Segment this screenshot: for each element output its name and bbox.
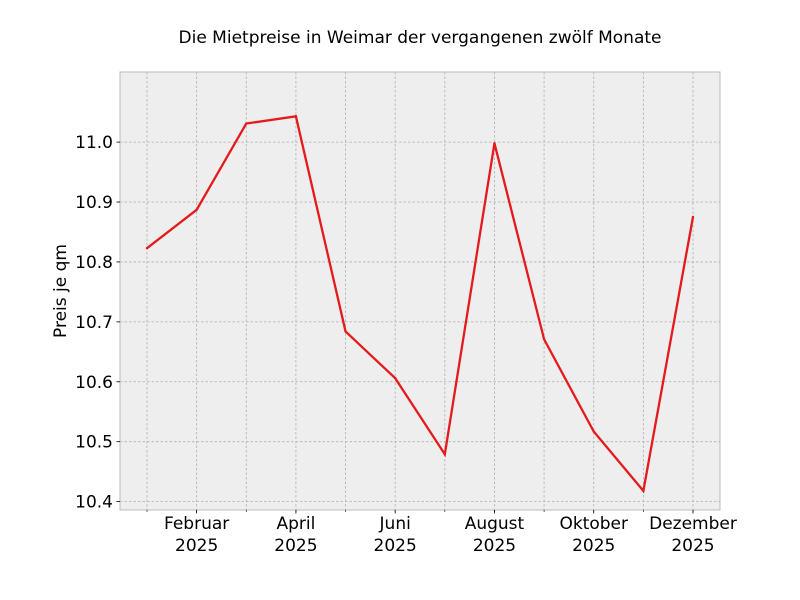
y-tick-label: 10.6: [75, 373, 113, 393]
x-tick-label-year: 2025: [374, 536, 417, 556]
grid: [120, 72, 720, 510]
data-point: [493, 142, 496, 145]
y-tick-label: 10.8: [75, 253, 113, 273]
series-line: [146, 115, 695, 494]
x-tick-label-month: Juni: [379, 514, 411, 534]
x-tick-label-month: April: [276, 514, 315, 534]
x-tick-label-month: Februar: [164, 514, 229, 534]
x-tick-label-year: 2025: [572, 536, 615, 556]
series-layer: [145, 115, 695, 494]
x-tick-label-year: 2025: [175, 536, 218, 556]
x-tick-label-year: 2025: [671, 536, 714, 556]
data-point: [294, 115, 298, 118]
x-tick-label-year: 2025: [473, 536, 516, 556]
data-point: [195, 208, 198, 212]
y-tick-labels: 10.4 10.5 10.6 10.7 10.8 10.9 11.0: [75, 133, 113, 513]
y-tick-label: 10.4: [75, 493, 113, 513]
data-point: [642, 489, 645, 493]
data-point: [691, 215, 695, 219]
y-tick-label: 10.5: [75, 433, 113, 453]
x-tick-label-month: Oktober: [559, 514, 628, 534]
y-tick-label: 10.9: [75, 193, 113, 213]
x-tick-labels: Februar2025April2025Juni2025August2025Ok…: [164, 514, 737, 556]
y-axis-label: Preis je qm: [51, 244, 71, 338]
x-tick-label-month: Dezember: [649, 514, 737, 534]
data-point: [443, 453, 447, 456]
data-point: [145, 246, 149, 250]
y-tick-label: 11.0: [75, 133, 113, 153]
y-tick-label: 10.7: [75, 313, 113, 333]
data-point: [592, 430, 595, 433]
tick-marks: [116, 141, 694, 514]
data-point: [542, 338, 546, 341]
plot-area: [119, 71, 721, 511]
x-tick-label-month: August: [465, 514, 525, 534]
data-point: [344, 330, 347, 333]
chart-title: Die Mietpreise in Weimar der vergangenen…: [179, 28, 662, 48]
data-point: [245, 122, 248, 125]
data-point: [393, 376, 397, 380]
x-tick-label-year: 2025: [274, 536, 317, 556]
